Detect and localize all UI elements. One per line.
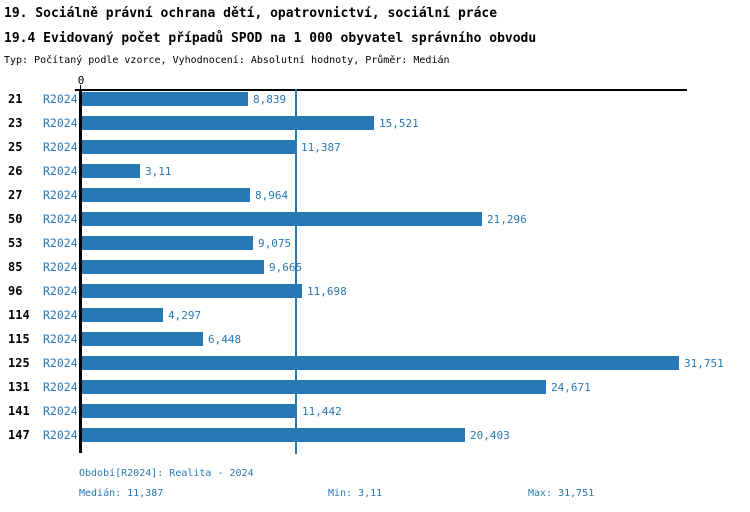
chart-row: 141 R2024 11,442 (0, 404, 750, 418)
value-label: 9,075 (258, 237, 292, 250)
value-label: 3,11 (145, 165, 172, 178)
category-axis-line (79, 89, 82, 453)
chart-row: 50 R2024 21,296 (0, 212, 750, 226)
value-label: 11,442 (302, 405, 342, 418)
value-bar (82, 164, 140, 178)
series-label: R2024 (43, 284, 78, 298)
value-bar (82, 260, 264, 274)
series-label: R2024 (43, 236, 78, 250)
category-label: 141 (8, 404, 30, 418)
series-label: R2024 (43, 356, 78, 370)
category-label: 147 (8, 428, 30, 442)
value-bar (82, 140, 296, 154)
chart-row: 131 R2024 24,671 (0, 380, 750, 394)
chart-row: 85 R2024 9,665 (0, 260, 750, 274)
series-label: R2024 (43, 92, 78, 106)
category-label: 27 (8, 188, 23, 202)
chart-row: 25 R2024 11,387 (0, 140, 750, 154)
series-label: R2024 (43, 332, 78, 346)
category-label: 125 (8, 356, 30, 370)
category-label: 53 (8, 236, 23, 250)
category-label: 85 (8, 260, 23, 274)
median-reference-line (295, 89, 297, 454)
value-bar (82, 236, 253, 250)
value-label: 11,387 (301, 141, 341, 154)
chart-row: 96 R2024 11,698 (0, 284, 750, 298)
series-label: R2024 (43, 140, 78, 154)
page-title: 19. Sociálně právní ochrana dětí, opatro… (4, 6, 498, 21)
value-bar (82, 116, 374, 130)
chart-row: 23 R2024 15,521 (0, 116, 750, 130)
category-label: 50 (8, 212, 23, 226)
value-bar (82, 92, 248, 106)
chart-row: 26 R2024 3,11 (0, 164, 750, 178)
value-bar (82, 356, 679, 370)
value-bar (82, 404, 297, 418)
value-bar (82, 332, 203, 346)
indicator-meta-line: Typ: Počítaný podle vzorce, Vyhodnocení:… (4, 55, 450, 66)
series-label: R2024 (43, 404, 78, 418)
footer-min-label: Min: 3,11 (328, 488, 383, 499)
chart-row: 115 R2024 6,448 (0, 332, 750, 346)
value-label: 11,698 (307, 285, 347, 298)
value-bar (82, 284, 302, 298)
value-label: 21,296 (487, 213, 527, 226)
category-label: 115 (8, 332, 30, 346)
category-label: 23 (8, 116, 23, 130)
value-label: 8,839 (253, 93, 287, 106)
series-label: R2024 (43, 308, 78, 322)
footer-median-label: Medián: 11,387 (79, 488, 164, 499)
value-label: 6,448 (208, 333, 242, 346)
category-label: 96 (8, 284, 23, 298)
series-label: R2024 (43, 212, 78, 226)
value-axis-line (75, 89, 687, 91)
value-bar (82, 380, 546, 394)
value-label: 20,403 (470, 429, 510, 442)
footer-max-label: Max: 31,751 (528, 488, 595, 499)
value-label: 24,671 (551, 381, 591, 394)
value-label: 8,964 (255, 189, 289, 202)
category-label: 26 (8, 164, 23, 178)
series-label: R2024 (43, 188, 78, 202)
chart-row: 125 R2024 31,751 (0, 356, 750, 370)
chart-row: 53 R2024 9,075 (0, 236, 750, 250)
series-label: R2024 (43, 428, 78, 442)
value-label: 4,297 (168, 309, 202, 322)
footer-period-label: Období[R2024]: Realita - 2024 (79, 468, 254, 479)
value-bar (82, 212, 482, 226)
value-axis-zero-label: 0 (77, 74, 85, 87)
series-label: R2024 (43, 116, 78, 130)
chart-row: 114 R2024 4,297 (0, 308, 750, 322)
value-axis-zero-tick (80, 85, 81, 90)
value-label: 31,751 (684, 357, 724, 370)
category-label: 131 (8, 380, 30, 394)
category-label: 21 (8, 92, 23, 106)
value-label: 9,665 (269, 261, 303, 274)
indicator-title: 19.4 Evidovaný počet případů SPOD na 1 0… (4, 31, 537, 46)
chart-row: 27 R2024 8,964 (0, 188, 750, 202)
category-label: 114 (8, 308, 30, 322)
chart-row: 21 R2024 8,839 (0, 92, 750, 106)
chart-row: 147 R2024 20,403 (0, 428, 750, 442)
category-label: 25 (8, 140, 23, 154)
series-label: R2024 (43, 260, 78, 274)
value-bar (82, 308, 163, 322)
value-bar (82, 188, 250, 202)
value-label: 15,521 (379, 117, 419, 130)
series-label: R2024 (43, 380, 78, 394)
series-label: R2024 (43, 164, 78, 178)
value-bar (82, 428, 465, 442)
